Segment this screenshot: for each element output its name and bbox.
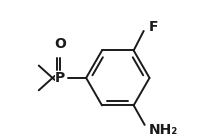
Text: F: F <box>149 20 158 34</box>
Text: NH₂: NH₂ <box>149 123 178 137</box>
Text: P: P <box>55 71 65 85</box>
Text: O: O <box>54 37 66 51</box>
